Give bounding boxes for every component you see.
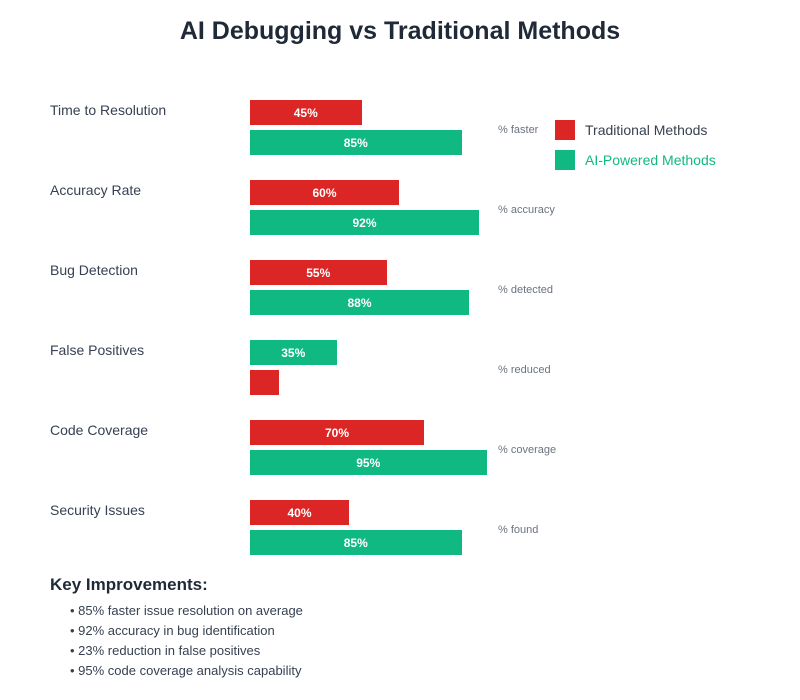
bar-traditional: 45% [250,100,363,125]
bar-traditional: 55% [250,260,388,285]
bar-ai: 88% [250,290,470,315]
unit-label: % found [498,524,539,536]
bar-traditional: 40% [250,500,350,525]
unit-label: % detected [498,284,554,296]
improvements-heading: Key Improvements: [50,575,208,594]
legend: Traditional Methods AI-Powered Methods [555,120,716,180]
bar-ai: 85% [250,130,463,155]
unit-label: % accuracy [498,204,555,216]
category-label: Security Issues [50,502,145,518]
bar-ai: 85% [250,530,463,555]
unit-label: % reduced [498,364,551,376]
improvement-item: • 23% reduction in false positives [70,643,261,658]
category-label: Code Coverage [50,422,149,438]
chart-title: AI Debugging vs Traditional Methods [179,17,621,45]
unit-label: % coverage [498,444,557,456]
unit-label: % faster [498,124,539,136]
category-label: Accuracy Rate [50,182,142,198]
improvement-item: • 92% accuracy in bug identification [70,623,275,638]
bar-traditional [250,370,280,395]
category-label: False Positives [50,342,145,358]
bar-ai: 92% [250,210,480,235]
legend-swatch-traditional [555,120,575,140]
improvement-item: • 95% code coverage analysis capability [70,663,302,678]
bar-ai: 95% [250,450,488,475]
legend-item-traditional: Traditional Methods [555,120,716,140]
legend-label: Traditional Methods [585,122,708,138]
legend-item-ai: AI-Powered Methods [555,150,716,170]
bar-ai: 35% [250,340,338,365]
bar-traditional: 60% [250,180,400,205]
legend-label: AI-Powered Methods [585,152,716,168]
category-label: Time to Resolution [50,102,167,118]
bar-traditional: 70% [250,420,425,445]
improvement-item: • 85% faster issue resolution on average [70,603,303,618]
category-label: Bug Detection [50,262,138,278]
legend-swatch-ai [555,150,575,170]
